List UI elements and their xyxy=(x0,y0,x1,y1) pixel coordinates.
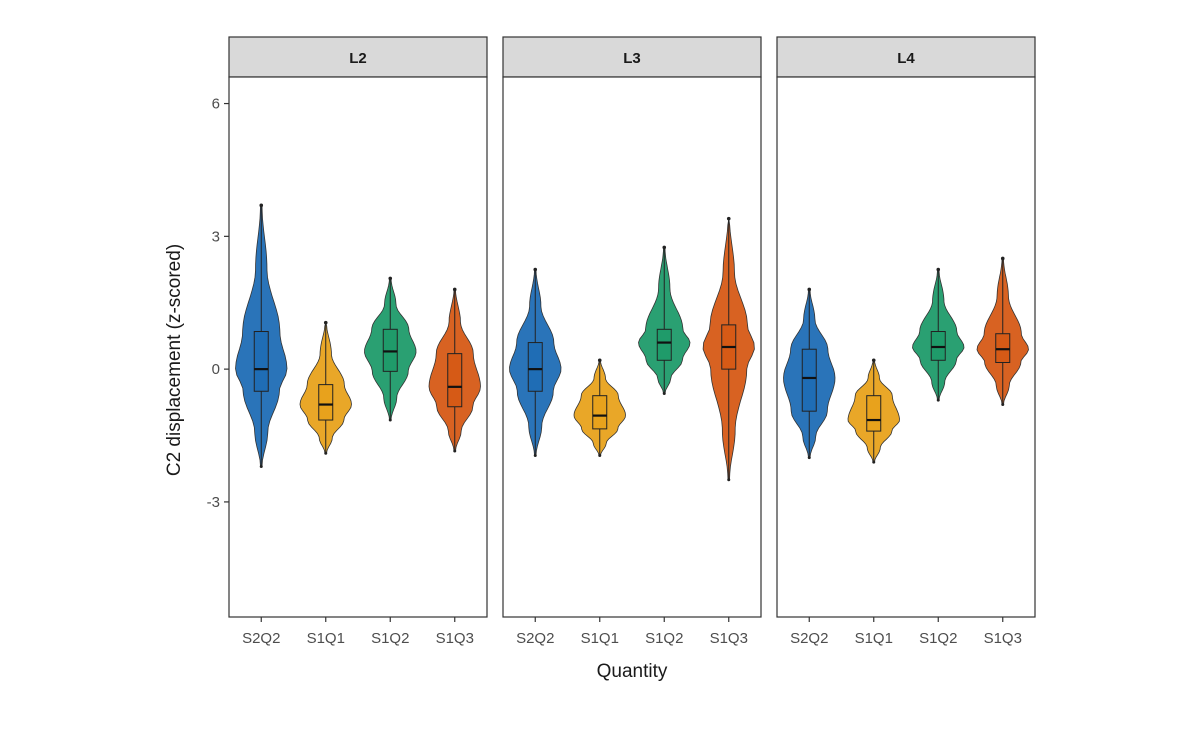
box-s2q2 xyxy=(801,348,817,412)
min-point xyxy=(388,418,392,422)
max-point xyxy=(726,216,731,221)
max-point xyxy=(533,267,538,272)
x-tick-label: S1Q3 xyxy=(436,630,474,647)
box-s1q1 xyxy=(318,384,334,421)
strip-label: L3 xyxy=(623,50,641,67)
box-s1q2 xyxy=(656,328,672,361)
box-s1q1 xyxy=(592,395,608,430)
min-point xyxy=(807,456,811,460)
x-tick-label: S2Q2 xyxy=(790,630,828,647)
min-point xyxy=(598,453,602,457)
y-tick-label: 3 xyxy=(212,228,220,245)
box-s1q2 xyxy=(930,331,946,361)
min-point xyxy=(533,453,537,457)
x-tick-label: S2Q2 xyxy=(516,630,554,647)
max-point xyxy=(936,267,941,272)
box-s2q2 xyxy=(253,331,269,392)
y-tick-label: 0 xyxy=(212,361,220,378)
min-point xyxy=(1001,403,1005,407)
strip-label: L4 xyxy=(897,50,915,67)
min-point xyxy=(727,478,731,482)
box-s1q2 xyxy=(382,328,398,372)
max-point xyxy=(597,358,602,363)
max-point xyxy=(807,287,812,292)
max-point xyxy=(662,245,667,250)
panel-l4: L4 S2Q2 S1Q1 S1Q2 S1Q3 xyxy=(776,36,1036,647)
min-point xyxy=(872,460,876,464)
min-point xyxy=(662,391,666,395)
max-point xyxy=(452,287,457,292)
x-tick-label: S1Q3 xyxy=(710,630,748,647)
min-point xyxy=(936,398,940,402)
max-point xyxy=(388,276,393,281)
x-tick-label: S1Q1 xyxy=(307,630,345,647)
box-s1q3 xyxy=(995,333,1011,363)
x-tick-label: S1Q2 xyxy=(371,630,409,647)
y-axis-title: C2 displacement (z-scored) xyxy=(164,244,185,476)
x-tick-label: S1Q2 xyxy=(919,630,957,647)
min-point xyxy=(259,465,263,469)
panel-l3: L3 S2Q2 S1Q1 S1Q2 S1Q3 xyxy=(502,36,762,647)
box-s1q3 xyxy=(447,353,463,408)
x-tick-label: S1Q1 xyxy=(581,630,619,647)
strip-header xyxy=(502,36,762,78)
strip-label: L2 xyxy=(349,50,367,67)
x-tick-label: S1Q1 xyxy=(855,630,893,647)
max-point xyxy=(323,320,328,325)
y-axis: -3 0 3 6 xyxy=(207,96,229,511)
x-tick-label: S1Q2 xyxy=(645,630,683,647)
panels-layer: L2 S2Q2 S1Q1 S1Q2 S1Q3 L3 S2Q2 S1Q1 S1Q2 S1Q3 L4 S2… xyxy=(228,36,1036,647)
max-point xyxy=(871,358,876,363)
max-point xyxy=(1000,256,1005,261)
x-tick-label: S2Q2 xyxy=(242,630,280,647)
panel-l2: L2 S2Q2 S1Q1 S1Q2 S1Q3 xyxy=(228,36,488,647)
max-point xyxy=(259,203,264,208)
y-tick-label: -3 xyxy=(207,494,220,511)
x-axis-title: Quantity xyxy=(597,661,668,682)
strip-header xyxy=(228,36,488,78)
box-s2q2 xyxy=(527,342,543,392)
x-tick-label: S1Q3 xyxy=(984,630,1022,647)
strip-header xyxy=(776,36,1036,78)
min-point xyxy=(453,449,457,453)
box-s1q1 xyxy=(866,395,882,432)
y-tick-label: 6 xyxy=(212,96,220,113)
min-point xyxy=(324,451,328,455)
